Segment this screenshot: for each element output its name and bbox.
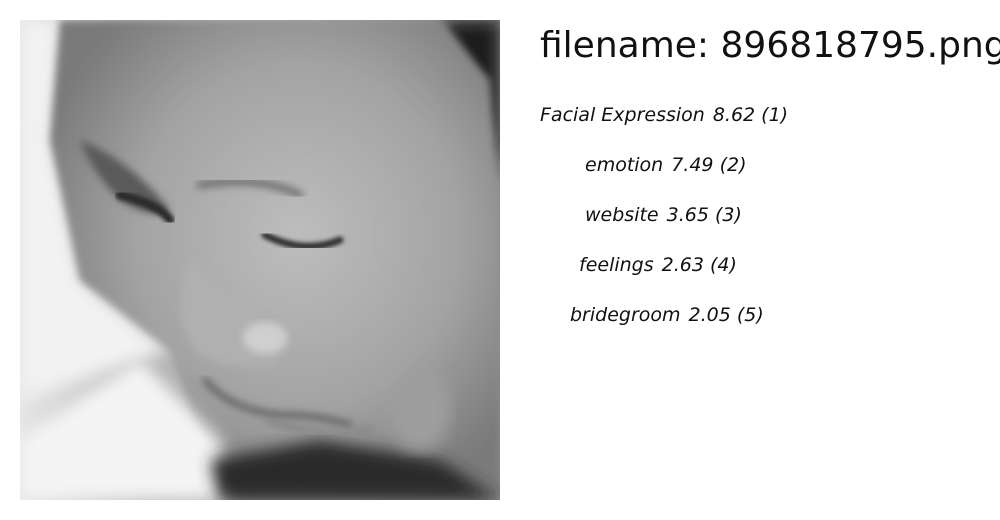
tag-item: Facial Expression 8.62 (1) — [540, 102, 788, 128]
tag-score: 3.65 — [666, 204, 709, 226]
tag-item: website 3.65 (3) — [585, 202, 742, 228]
tag-item: bridegroom 2.05 (5) — [570, 302, 764, 328]
tag-label: emotion — [585, 154, 664, 176]
tag-score: 2.63 — [661, 254, 704, 276]
filename-value: 896818795.png — [720, 25, 1000, 66]
face-photo — [20, 20, 500, 500]
tag-item: emotion 7.49 (2) — [585, 152, 747, 178]
tag-label: Facial Expression — [540, 104, 705, 126]
tag-rank: (5) — [736, 304, 764, 326]
tag-rank: (2) — [719, 154, 747, 176]
tag-rank: (1) — [761, 104, 789, 126]
filename-label: filename: — [540, 25, 710, 66]
tag-item: feelings 2.63 (4) — [579, 252, 737, 278]
tag-score: 2.05 — [688, 304, 731, 326]
tag-score: 7.49 — [671, 154, 714, 176]
tag-rank: (3) — [714, 204, 742, 226]
tag-label: feelings — [579, 254, 654, 276]
filename-heading: filename: 896818795.png — [540, 22, 1000, 70]
tag-rank: (4) — [710, 254, 737, 276]
tag-label: website — [585, 204, 659, 226]
tag-label: bridegroom — [570, 304, 681, 326]
tag-score: 8.62 — [712, 104, 756, 126]
